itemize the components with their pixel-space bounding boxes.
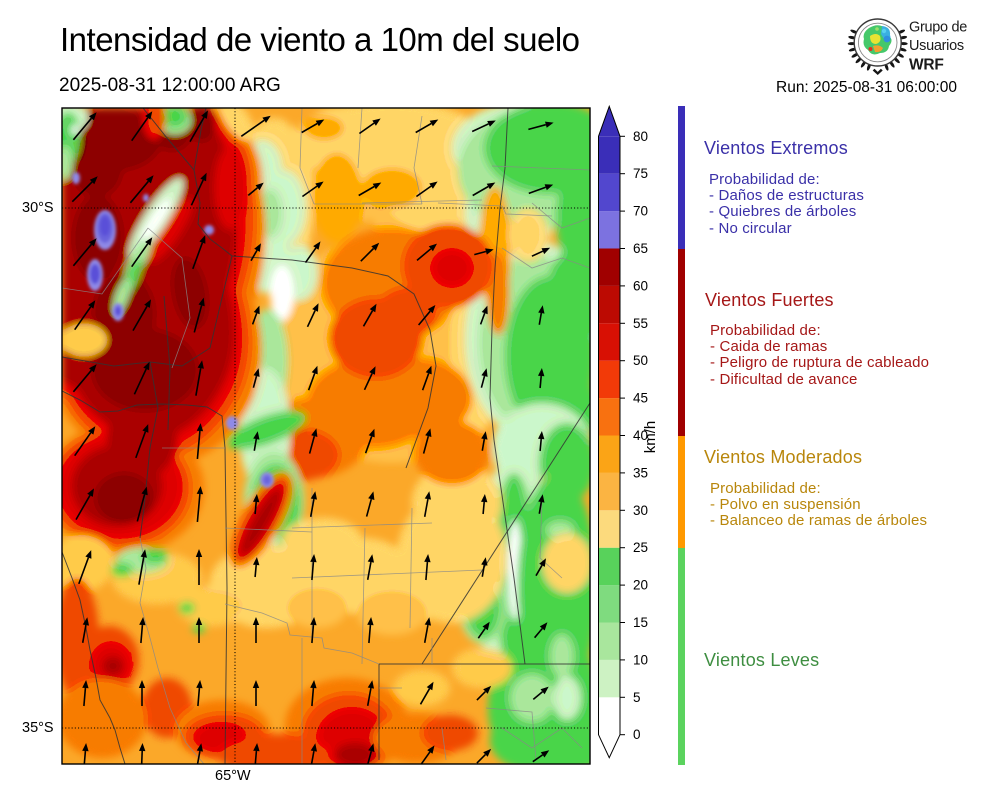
svg-text:5: 5: [633, 690, 641, 705]
svg-text:20: 20: [633, 578, 648, 593]
svg-text:40: 40: [633, 428, 648, 443]
svg-text:km/h: km/h: [642, 421, 659, 454]
svg-text:10: 10: [633, 652, 648, 667]
svg-text:50: 50: [633, 353, 648, 368]
svg-text:Usuarios: Usuarios: [909, 38, 964, 54]
svg-text:15: 15: [633, 615, 648, 630]
svg-text:0: 0: [633, 727, 641, 742]
svg-text:80: 80: [633, 129, 648, 144]
svg-text:75: 75: [633, 166, 648, 181]
svg-text:WRF: WRF: [909, 57, 944, 74]
svg-text:30: 30: [633, 503, 648, 518]
svg-text:65: 65: [633, 241, 648, 256]
svg-text:45: 45: [633, 391, 648, 406]
svg-text:70: 70: [633, 204, 648, 219]
svg-text:55: 55: [633, 316, 648, 331]
svg-text:35: 35: [633, 465, 648, 480]
svg-text:60: 60: [633, 278, 648, 293]
svg-text:25: 25: [633, 540, 648, 555]
svg-text:Grupo de: Grupo de: [909, 20, 967, 36]
